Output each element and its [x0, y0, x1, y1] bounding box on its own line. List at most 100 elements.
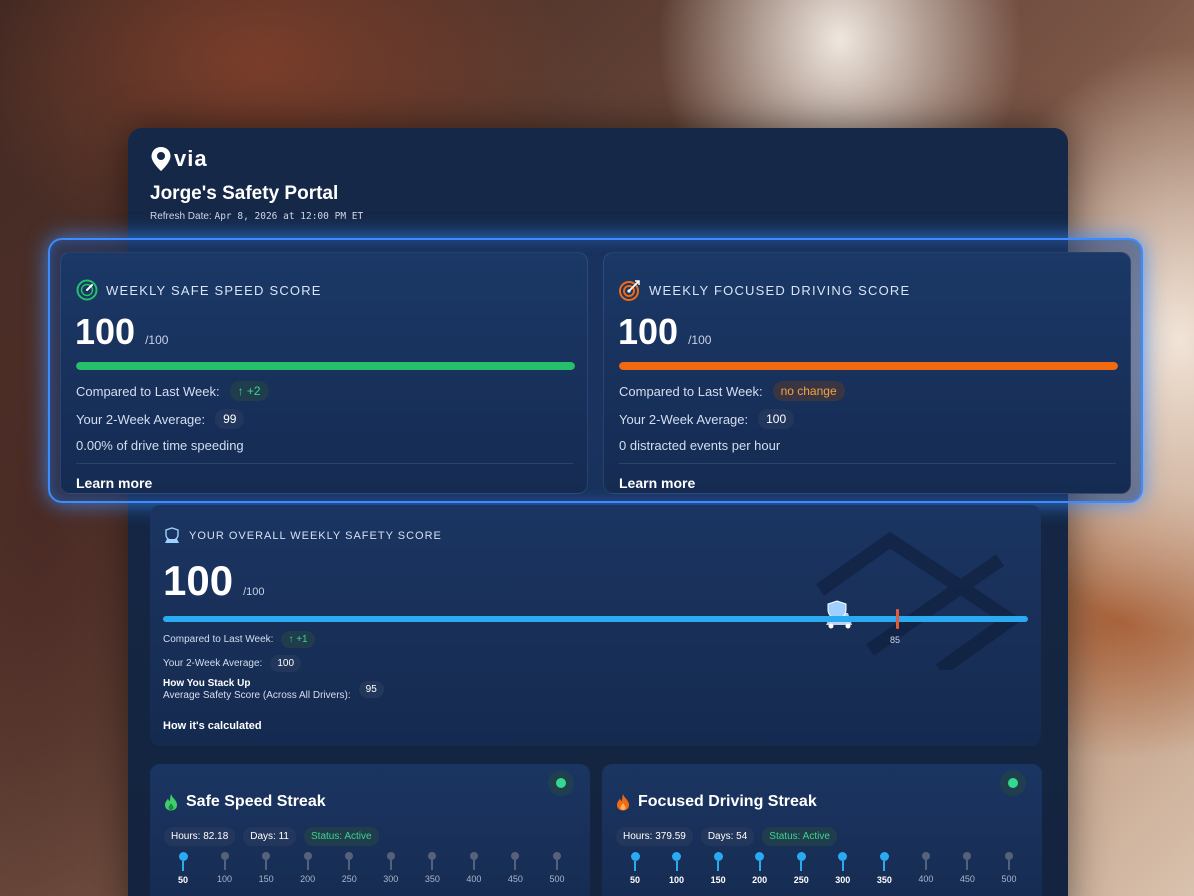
milestone-stem — [883, 861, 886, 871]
milestone-label: 400 — [918, 874, 934, 884]
focused-streak-stats: Hours: 379.59 Days: 54 Status: Active — [616, 827, 837, 846]
focused-streak-heading: Focused Driving Streak — [616, 793, 817, 811]
milestone-50: 50 — [615, 852, 655, 885]
refresh-value: Apr 8, 2026 at 12:00 PM ET — [214, 211, 364, 222]
streak-days: Days: 54 — [700, 827, 755, 846]
overall-heading: YOUR OVERALL WEEKLY SAFETY SCORE — [163, 527, 442, 545]
safe-speed-heading-text: WEEKLY SAFE SPEED SCORE — [106, 282, 322, 298]
milestone-dot — [879, 852, 889, 861]
milestone-label: 50 — [177, 875, 188, 885]
target-icon — [619, 280, 640, 301]
milestone-100: 100 — [205, 852, 245, 884]
milestone-dot — [553, 852, 561, 860]
milestone-dot — [921, 852, 930, 860]
milestone-stem — [389, 860, 392, 870]
overall-compared-row: Compared to Last Week: ↑ +1 — [163, 631, 315, 648]
milestone-dot — [713, 852, 723, 861]
safe-speed-average-label: Your 2-Week Average: — [76, 411, 206, 427]
focused-detail-text: 0 distracted events per hour — [619, 438, 781, 453]
safe-speed-streak-stats: Hours: 82.18 Days: 11 Status: Active — [164, 827, 379, 846]
milestone-stem — [348, 860, 351, 870]
flame-icon — [617, 794, 629, 811]
focused-milestones: 50 100 150 200 250 300 350 400 450 500 — [630, 852, 1017, 892]
active-status-indicator — [548, 770, 574, 796]
focused-progress-bar — [619, 362, 1118, 370]
streak-days: Days: 11 — [243, 827, 296, 846]
safe-speed-streak-title: Safe Speed Streak — [186, 793, 326, 810]
safe-speed-learn-more-link[interactable]: Learn more — [76, 475, 153, 491]
milestone-150: 150 — [246, 852, 286, 884]
refresh-date: Refresh Date: Apr 8, 2026 at 12:00 PM ET — [150, 211, 363, 222]
milestone-stem — [472, 860, 475, 870]
focused-detail: 0 distracted events per hour — [619, 438, 780, 453]
focused-compared-row: Compared to Last Week: no change — [619, 381, 845, 401]
milestone-label: 100 — [217, 874, 233, 884]
stack-up-label: Average Safety Score (Across All Drivers… — [163, 689, 351, 701]
milestone-200: 200 — [288, 852, 328, 884]
road-decoration — [815, 531, 1020, 670]
milestone-label: 200 — [752, 875, 768, 885]
milestone-label: 400 — [466, 874, 482, 884]
milestone-300: 300 — [823, 852, 863, 885]
milestone-dot — [1005, 852, 1013, 860]
milestone-300: 300 — [371, 852, 411, 884]
milestone-500: 500 — [989, 852, 1029, 884]
milestone-50: 50 — [163, 852, 203, 885]
milestone-100: 100 — [657, 852, 697, 885]
milestone-dot — [511, 852, 520, 860]
via-logo: via — [150, 146, 208, 172]
flame-icon — [165, 794, 177, 811]
focused-average-label: Your 2-Week Average: — [619, 411, 749, 427]
milestone-350: 350 — [412, 852, 452, 884]
milestone-dot — [345, 852, 354, 860]
milestone-label: 450 — [507, 874, 523, 884]
streak-status: Status: Active — [762, 827, 837, 846]
milestone-400: 400 — [454, 852, 494, 884]
milestone-label: 450 — [959, 874, 975, 884]
milestone-stem — [675, 861, 678, 871]
overall-progress-bar — [163, 616, 1028, 622]
milestone-dot — [386, 852, 395, 860]
stack-up-title: How You Stack Up — [163, 678, 251, 689]
page-title: Jorge's Safety Portal — [150, 183, 339, 204]
streak-hours: Hours: 82.18 — [164, 827, 236, 846]
focused-learn-more-link[interactable]: Learn more — [619, 475, 696, 491]
focused-score: 100 /100 — [618, 311, 711, 353]
milestone-450: 450 — [495, 852, 535, 884]
car-shield-icon — [165, 527, 179, 543]
overall-compared-label: Compared to Last Week: — [163, 634, 274, 645]
focused-driving-card: WEEKLY FOCUSED DRIVING SCORE 100 /100 Co… — [603, 252, 1131, 494]
milestone-label: 50 — [629, 875, 640, 885]
milestone-350: 350 — [864, 852, 904, 885]
milestone-stem — [556, 860, 558, 870]
overall-progress-fill — [163, 616, 1028, 622]
milestone-dot — [796, 852, 806, 861]
divider — [76, 463, 573, 464]
stack-up-row: How You Stack Up Average Safety Score (A… — [163, 678, 384, 701]
focused-compared-label: Compared to Last Week: — [619, 383, 763, 399]
milestone-250: 250 — [329, 852, 369, 884]
milestone-label: 300 — [835, 875, 851, 885]
safe-speed-average-row: Your 2-Week Average: 99 — [76, 409, 245, 429]
safe-speed-score: 100 /100 — [75, 311, 168, 353]
how-calculated-link[interactable]: How it's calculated — [163, 720, 262, 732]
safe-speed-streak-card: Safe Speed Streak Hours: 82.18 Days: 11 … — [150, 764, 590, 896]
milestone-stem — [265, 860, 268, 870]
milestone-label: 100 — [669, 875, 685, 885]
divider — [619, 463, 1116, 464]
refresh-label: Refresh Date: — [150, 211, 212, 222]
milestone-dot — [755, 852, 765, 861]
safe-speed-detail: 0.00% of drive time speeding — [76, 438, 244, 453]
milestone-250: 250 — [781, 852, 821, 885]
speedometer-icon — [76, 279, 98, 301]
safe-speed-progress-fill — [76, 362, 575, 370]
focused-heading-text: WEEKLY FOCUSED DRIVING SCORE — [649, 282, 911, 298]
map-pin-icon — [151, 147, 171, 171]
safe-speed-milestones: 50 100 150 200 250 300 350 400 450 500 — [178, 852, 565, 892]
focused-average-badge: 100 — [758, 409, 795, 429]
focused-score-value: 100 — [618, 311, 679, 352]
milestone-label: 300 — [383, 874, 399, 884]
overall-score-card: YOUR OVERALL WEEKLY SAFETY SCORE 100 /10… — [150, 505, 1041, 746]
milestone-dot — [303, 852, 312, 860]
milestone-dot — [838, 852, 848, 861]
